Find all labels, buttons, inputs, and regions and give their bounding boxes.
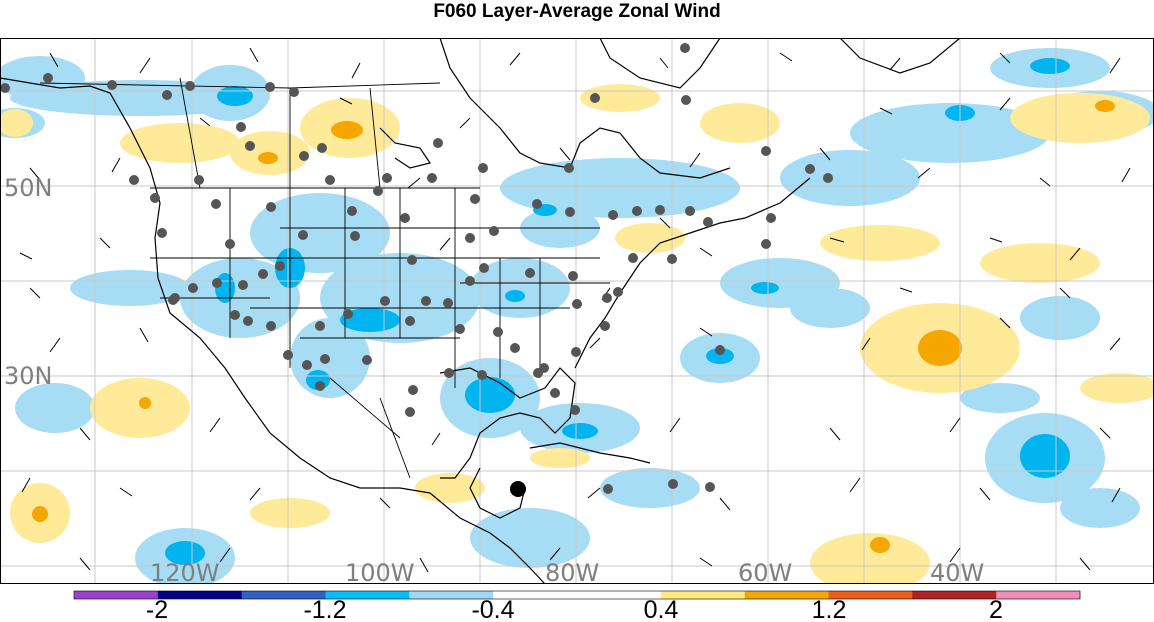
- lon-label-120w: 120W: [150, 559, 220, 584]
- colorbar-swatches: [74, 591, 1081, 599]
- strong-negative-cores: [165, 58, 1070, 565]
- colorbar-label-2: 2: [989, 596, 1003, 622]
- wind-barbs: [19, 47, 1131, 573]
- lon-label-80w: 80W: [545, 559, 599, 584]
- colorbar-frame: [73, 590, 1081, 600]
- colorbar-swatch: [996, 591, 1081, 599]
- observation-stations: [0, 43, 833, 497]
- strong-positive-cores: [32, 100, 1115, 553]
- wind-map: 50N 30N 120W 100W 80W 60W 40W: [0, 38, 1154, 584]
- lon-label-60w: 60W: [738, 559, 792, 584]
- colorbar-swatch: [325, 591, 410, 599]
- colorbar-swatch: [241, 591, 326, 599]
- lon-label-40w: 40W: [930, 559, 984, 584]
- colorbar-swatch: [74, 591, 159, 599]
- colorbar-label-neg2: -2: [146, 596, 168, 622]
- colorbar-swatch: [912, 591, 997, 599]
- colorbar-label-0-4: 0.4: [644, 596, 679, 622]
- colorbar-swatch: [493, 591, 578, 599]
- colorbar-swatch: [660, 591, 746, 599]
- colorbar-swatch: [828, 591, 913, 599]
- colorbar-swatch: [409, 591, 494, 599]
- lon-label-100w: 100W: [345, 559, 415, 584]
- colorbar: -2 -1.2 -0.4 0.4 1.2 2: [73, 590, 1081, 622]
- colorbar-label-neg0-4: -0.4: [471, 596, 514, 622]
- colorbar-swatch: [744, 591, 829, 599]
- colorbar-label-neg1-2: -1.2: [303, 596, 346, 622]
- coastlines: [0, 38, 961, 584]
- graticule: [0, 38, 1154, 584]
- colorbar-swatch: [157, 591, 243, 599]
- lat-label-30n: 30N: [4, 362, 53, 390]
- colorbar-swatch: [577, 591, 662, 599]
- colorbar-label-1-2: 1.2: [812, 596, 847, 622]
- map-title: F060 Layer-Average Zonal Wind: [433, 1, 721, 22]
- political-borders: [39, 77, 610, 479]
- lat-label-50n: 50N: [4, 174, 53, 202]
